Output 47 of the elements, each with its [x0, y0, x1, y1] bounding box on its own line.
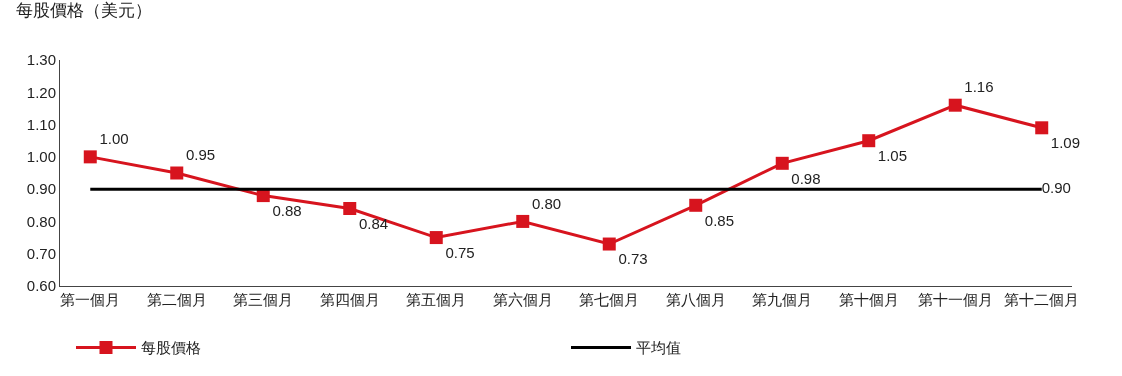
x-tick-label: 第七個月 [579, 291, 640, 308]
data-label: 0.73 [618, 250, 648, 268]
data-label: 0.98 [791, 169, 821, 187]
data-label: 0.80 [531, 194, 562, 212]
point [862, 134, 876, 148]
y-tick-label: 1.30 [26, 51, 56, 69]
y-tick-label: 0.90 [26, 180, 56, 198]
point [1035, 121, 1049, 135]
data-label: 0.84 [358, 214, 389, 232]
data-label: 1.05 [877, 147, 908, 165]
point [343, 202, 357, 216]
data-label: 0.75 [445, 243, 475, 261]
y-tick-label: 0.60 [26, 277, 56, 295]
x-tick-label: 第六個月 [492, 291, 553, 308]
point [429, 231, 443, 245]
y-axis-title: 每股價格（美元） [16, 1, 152, 20]
point [516, 214, 530, 228]
point [170, 166, 184, 180]
x-tick-label: 第十個月 [838, 291, 899, 308]
y-tick-label: 1.20 [26, 83, 56, 101]
y-tick-label: 0.80 [26, 212, 56, 230]
data-label: 1.09 [1050, 134, 1081, 152]
x-tick-label: 第三個月 [233, 291, 294, 308]
data-label: 0.88 [272, 201, 302, 219]
data-label: 1.16 [964, 78, 994, 96]
x-tick-label: 第四個月 [319, 291, 380, 308]
x-tick-label: 第八個月 [665, 291, 726, 308]
y-tick-label: 0.70 [26, 244, 56, 262]
x-tick-label: 第一個月 [60, 291, 121, 308]
data-label: 0.95 [185, 146, 216, 164]
point [775, 156, 789, 170]
x-tick-label: 第十二個月 [1004, 291, 1080, 308]
x-tick-label: 第五個月 [406, 291, 467, 308]
x-tick-label: 第九個月 [752, 291, 813, 308]
data-label: 0.90 [1041, 178, 1071, 196]
legend-label: 平均值 [636, 339, 681, 357]
y-tick-label: 1.00 [26, 148, 56, 166]
point [689, 198, 703, 212]
point [948, 98, 962, 112]
point [602, 237, 616, 251]
legend-label: 每股價格 [141, 339, 201, 357]
data-label: 0.85 [704, 211, 735, 229]
data-label: 1.00 [99, 129, 129, 147]
y-tick-label: 1.10 [26, 115, 56, 133]
x-tick-label: 第二個月 [146, 291, 207, 308]
point [83, 150, 97, 164]
x-tick-label: 第十一個月 [917, 291, 993, 308]
